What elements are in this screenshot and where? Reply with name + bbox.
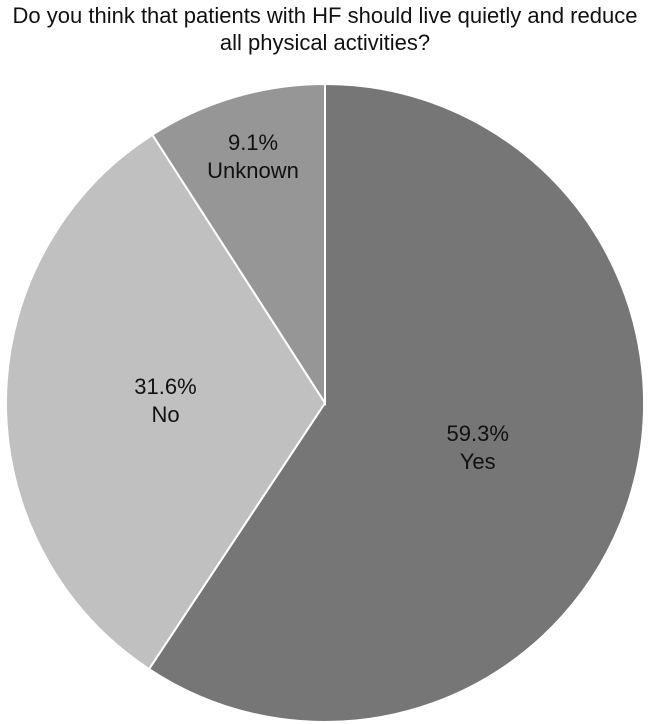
category-label: Unknown xyxy=(207,158,299,183)
chart-title: Do you think that patients with HF shoul… xyxy=(12,3,638,55)
value-label: 59.3% xyxy=(447,421,509,446)
pie-slice xyxy=(147,82,645,723)
value-label: 9.1% xyxy=(228,130,278,155)
category-label: No xyxy=(151,402,179,427)
pie-slice xyxy=(5,133,327,671)
pie-slice xyxy=(150,82,326,407)
value-label: 31.6% xyxy=(134,374,196,399)
category-label: Yes xyxy=(460,449,496,474)
